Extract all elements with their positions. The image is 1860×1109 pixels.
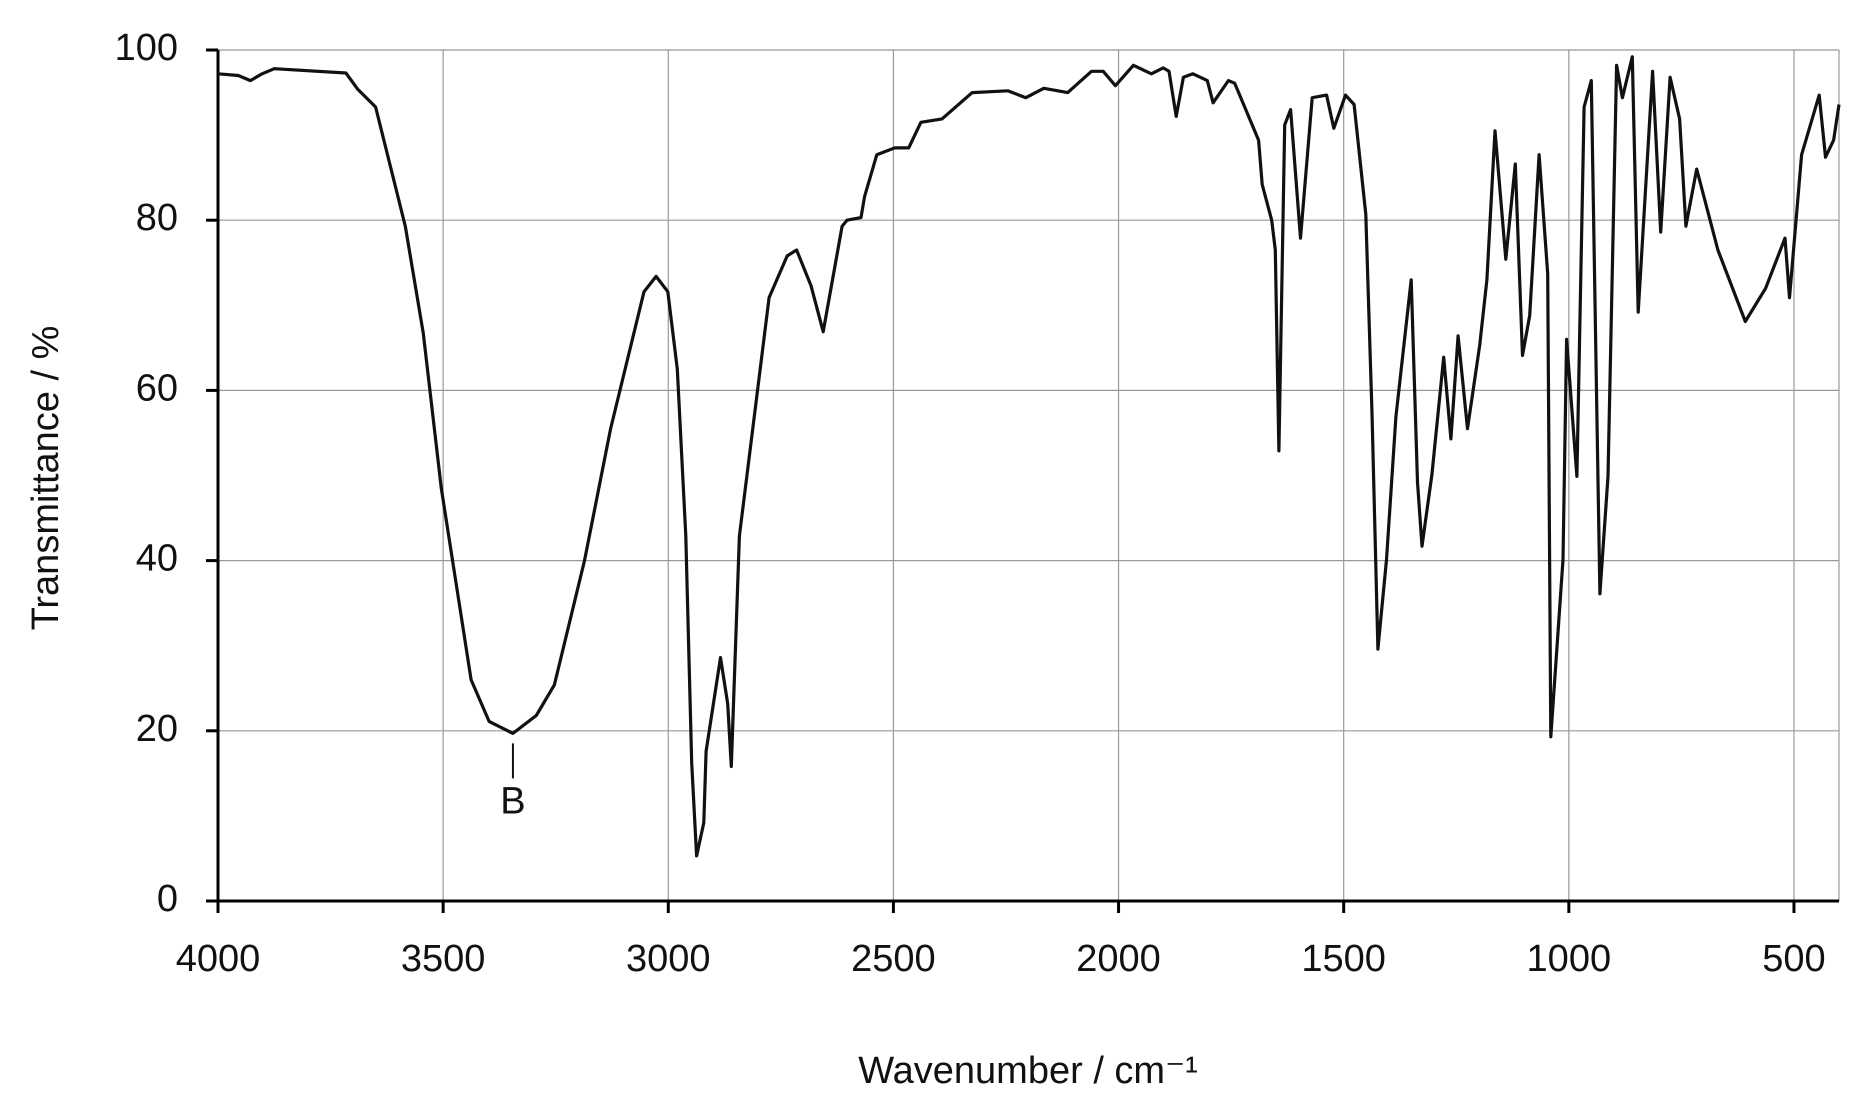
x-tick-label: 2500 — [851, 938, 936, 980]
x-tick-label: 4000 — [176, 938, 261, 980]
y-axis-label: Transmittance / % — [25, 326, 67, 631]
x-tick-label: 2000 — [1076, 938, 1161, 980]
x-axis-label: Wavenumber / cm⁻¹ — [858, 1050, 1198, 1092]
y-tick-label: 60 — [136, 367, 178, 409]
x-tick-label: 500 — [1762, 938, 1825, 980]
y-tick-label: 0 — [157, 878, 178, 920]
y-tick-label: 100 — [115, 27, 178, 69]
x-tick-label: 3500 — [401, 938, 486, 980]
x-tick-label: 1500 — [1301, 938, 1386, 980]
y-tick-label: 40 — [136, 538, 178, 580]
y-tick-label: 20 — [136, 708, 178, 750]
x-tick-label: 3000 — [626, 938, 711, 980]
annotation-label: B — [500, 780, 525, 822]
y-tick-label: 80 — [136, 197, 178, 239]
spectrum-line — [217, 55, 1841, 858]
x-tick-label: 1000 — [1527, 938, 1612, 980]
